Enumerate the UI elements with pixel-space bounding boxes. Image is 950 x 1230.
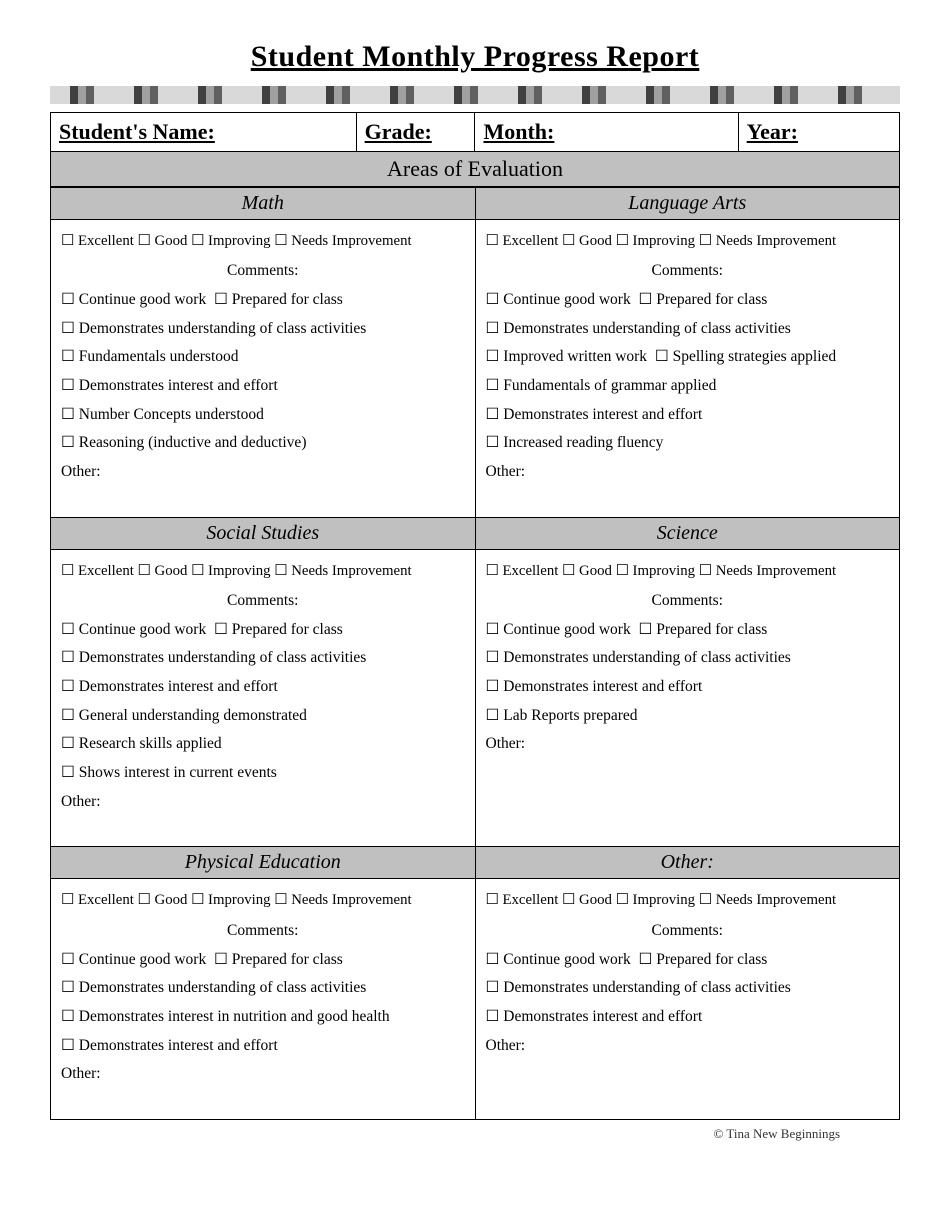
subject-body: ☐ Excellent ☐ Good ☐ Improving ☐ Needs I… <box>475 220 900 518</box>
grade-field[interactable]: Grade: <box>356 113 475 152</box>
checkbox-line[interactable]: ☐ Shows interest in current events <box>61 759 465 788</box>
checkbox-line[interactable]: ☐ Fundamentals of grammar applied <box>486 372 890 401</box>
subject-title: Social Studies <box>51 517 476 549</box>
page-title: Student Monthly Progress Report <box>50 40 900 74</box>
subjects-grid: MathLanguage Arts ☐ Excellent ☐ Good ☐ Im… <box>50 187 900 1120</box>
rating-checkboxes[interactable]: ☐ Excellent ☐ Good ☐ Improving ☐ Needs I… <box>61 887 465 914</box>
checkbox-line[interactable]: ☐ Demonstrates understanding of class ac… <box>61 644 465 673</box>
other-label[interactable]: Other: <box>61 1060 465 1089</box>
areas-of-evaluation-header: Areas of Evaluation <box>51 152 900 187</box>
report-table: Student's Name: Grade: Month: Year: Area… <box>50 112 900 187</box>
subject-body: ☐ Excellent ☐ Good ☐ Improving ☐ Needs I… <box>475 549 900 847</box>
checkbox-line[interactable]: ☐ Demonstrates understanding of class ac… <box>61 974 465 1003</box>
other-label[interactable]: Other: <box>61 458 465 487</box>
rating-checkboxes[interactable]: ☐ Excellent ☐ Good ☐ Improving ☐ Needs I… <box>486 558 890 585</box>
checkbox-line[interactable]: ☐ Demonstrates understanding of class ac… <box>486 644 890 673</box>
checkbox-line[interactable]: ☐ Demonstrates understanding of class ac… <box>486 974 890 1003</box>
decorative-stripe <box>50 86 900 104</box>
checkbox-line[interactable]: ☐ Demonstrates interest and effort <box>486 673 890 702</box>
other-label[interactable]: Other: <box>486 730 890 759</box>
subject-title: Science <box>475 517 900 549</box>
subject-body: ☐ Excellent ☐ Good ☐ Improving ☐ Needs I… <box>51 220 476 518</box>
subject-title: Math <box>51 188 476 220</box>
checkbox-line[interactable]: ☐ Demonstrates interest and effort <box>486 401 890 430</box>
subject-title: Language Arts <box>475 188 900 220</box>
checkbox-line[interactable]: ☐ Reasoning (inductive and deductive) <box>61 429 465 458</box>
subject-title: Other: <box>475 847 900 879</box>
other-label[interactable]: Other: <box>486 458 890 487</box>
copyright-footer: © Tina New Beginnings <box>50 1126 900 1142</box>
checkbox-line[interactable]: ☐ Improved written work ☐ Spelling strat… <box>486 343 890 372</box>
other-label[interactable]: Other: <box>486 1032 890 1061</box>
comments-label: Comments: <box>61 587 465 616</box>
comments-label: Comments: <box>61 257 465 286</box>
comments-label: Comments: <box>486 917 890 946</box>
comments-label: Comments: <box>486 587 890 616</box>
student-name-field[interactable]: Student's Name: <box>51 113 357 152</box>
checkbox-line[interactable]: ☐ Number Concepts understood <box>61 401 465 430</box>
subject-title: Physical Education <box>51 847 476 879</box>
subject-body: ☐ Excellent ☐ Good ☐ Improving ☐ Needs I… <box>475 879 900 1119</box>
comments-label: Comments: <box>486 257 890 286</box>
checkbox-line[interactable]: ☐ Continue good work ☐ Prepared for clas… <box>486 616 890 645</box>
rating-checkboxes[interactable]: ☐ Excellent ☐ Good ☐ Improving ☐ Needs I… <box>61 558 465 585</box>
checkbox-line[interactable]: ☐ Demonstrates interest in nutrition and… <box>61 1003 465 1032</box>
rating-checkboxes[interactable]: ☐ Excellent ☐ Good ☐ Improving ☐ Needs I… <box>486 228 890 255</box>
checkbox-line[interactable]: ☐ Demonstrates interest and effort <box>486 1003 890 1032</box>
year-field[interactable]: Year: <box>738 113 899 152</box>
checkbox-line[interactable]: ☐ Demonstrates understanding of class ac… <box>486 315 890 344</box>
checkbox-line[interactable]: ☐ Continue good work ☐ Prepared for clas… <box>486 946 890 975</box>
month-field[interactable]: Month: <box>475 113 738 152</box>
other-label[interactable]: Other: <box>61 788 465 817</box>
subject-body: ☐ Excellent ☐ Good ☐ Improving ☐ Needs I… <box>51 549 476 847</box>
checkbox-line[interactable]: ☐ Demonstrates understanding of class ac… <box>61 315 465 344</box>
checkbox-line[interactable]: ☐ Continue good work ☐ Prepared for clas… <box>61 946 465 975</box>
comments-label: Comments: <box>61 917 465 946</box>
checkbox-line[interactable]: ☐ Increased reading fluency <box>486 429 890 458</box>
checkbox-line[interactable]: ☐ Continue good work ☐ Prepared for clas… <box>486 286 890 315</box>
checkbox-line[interactable]: ☐ General understanding demonstrated <box>61 702 465 731</box>
checkbox-line[interactable]: ☐ Lab Reports prepared <box>486 702 890 731</box>
student-info-row: Student's Name: Grade: Month: Year: <box>51 113 900 152</box>
checkbox-line[interactable]: ☐ Continue good work ☐ Prepared for clas… <box>61 616 465 645</box>
rating-checkboxes[interactable]: ☐ Excellent ☐ Good ☐ Improving ☐ Needs I… <box>486 887 890 914</box>
checkbox-line[interactable]: ☐ Demonstrates interest and effort <box>61 1032 465 1061</box>
checkbox-line[interactable]: ☐ Demonstrates interest and effort <box>61 673 465 702</box>
checkbox-line[interactable]: ☐ Demonstrates interest and effort <box>61 372 465 401</box>
subject-body: ☐ Excellent ☐ Good ☐ Improving ☐ Needs I… <box>51 879 476 1119</box>
checkbox-line[interactable]: ☐ Fundamentals understood <box>61 343 465 372</box>
rating-checkboxes[interactable]: ☐ Excellent ☐ Good ☐ Improving ☐ Needs I… <box>61 228 465 255</box>
checkbox-line[interactable]: ☐ Research skills applied <box>61 730 465 759</box>
checkbox-line[interactable]: ☐ Continue good work ☐ Prepared for clas… <box>61 286 465 315</box>
